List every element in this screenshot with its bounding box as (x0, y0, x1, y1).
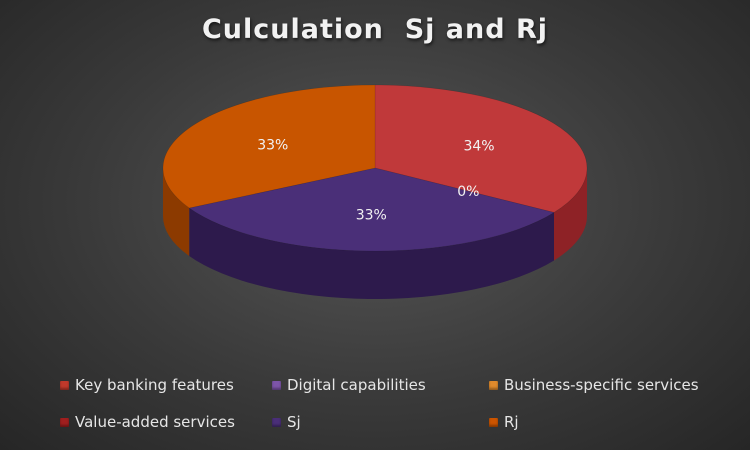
pie-chart: 34% 0% 33% 33% (162, 84, 588, 300)
pie-data-label-2: 33% (356, 208, 387, 224)
pie-slice-0 (374, 84, 588, 213)
legend: Key banking features Digital capabilities… (0, 372, 750, 442)
legend-item-2: Business-specific services (489, 376, 699, 394)
legend-item-4: Sj (272, 413, 301, 431)
pie-slice-3 (162, 84, 376, 209)
legend-swatch-icon (60, 417, 69, 427)
legend-label: Sj (287, 413, 301, 431)
legend-item-0: Key banking features (60, 376, 234, 394)
legend-label: Business-specific services (504, 376, 699, 394)
legend-swatch-icon (60, 380, 69, 390)
pie-data-label-3: 33% (257, 137, 288, 153)
legend-label: Value-added services (75, 413, 235, 431)
pie-labels: 34% 0% 33% 33% (257, 137, 494, 223)
pie-tops (162, 84, 588, 252)
legend-label: Key banking features (75, 376, 234, 394)
pie-side-3 (163, 168, 190, 256)
legend-item-1: Digital capabilities (272, 376, 426, 394)
pie-data-label-1: 0% (457, 184, 479, 200)
legend-swatch-icon (489, 417, 498, 427)
pie-data-label-0: 34% (463, 139, 494, 155)
chart-title: Culculation Sj and Rj (201, 14, 549, 45)
pie-sides (163, 168, 587, 300)
legend-swatch-icon (272, 417, 281, 427)
legend-item-3: Value-added services (60, 413, 235, 431)
legend-item-5: Rj (489, 413, 519, 431)
legend-label: Rj (504, 413, 519, 431)
pie-side-2 (189, 207, 554, 300)
pie-side-0 (553, 168, 587, 261)
legend-label: Digital capabilities (287, 376, 426, 394)
pie-slice-2 (188, 167, 555, 252)
legend-swatch-icon (489, 380, 498, 390)
legend-swatch-icon (272, 380, 281, 390)
